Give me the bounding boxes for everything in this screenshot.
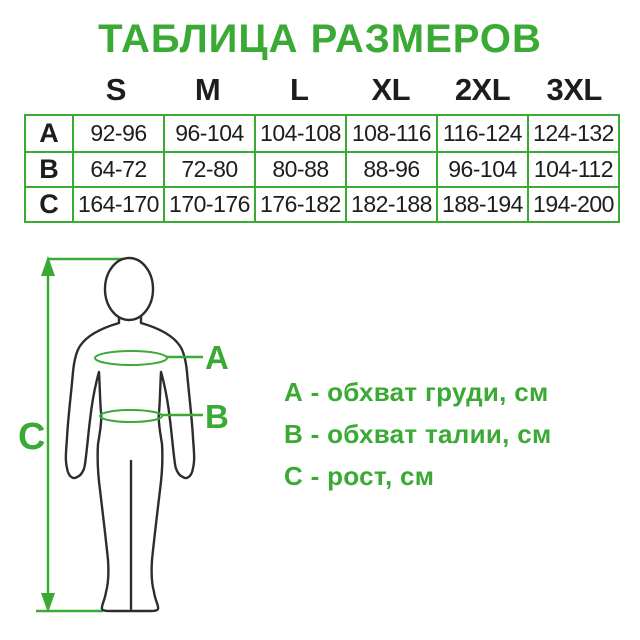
col-header-l: L (289, 72, 309, 107)
cell-c-l: 176-182 (254, 186, 345, 221)
marker-b-label: B (205, 398, 229, 435)
cell-a-l: 104-108 (254, 116, 345, 151)
cell-c-xl: 182-188 (345, 186, 436, 221)
size-table: A 92-96 96-104 104-108 108-116 116-124 1… (24, 114, 620, 223)
col-header-s: S (105, 72, 127, 107)
cell-b-xl: 88-96 (345, 151, 436, 186)
arrowhead-down-icon (41, 593, 55, 613)
cell-a-2xl: 116-124 (436, 116, 527, 151)
col-header-m: M (194, 72, 221, 107)
cell-b-3xl: 104-112 (527, 151, 618, 186)
cell-b-l: 80-88 (254, 151, 345, 186)
col-header-xl: XL (371, 72, 411, 107)
cell-c-3xl: 194-200 (527, 186, 618, 221)
row-label-b: B (26, 151, 72, 186)
arrowhead-up-icon (41, 256, 55, 276)
cell-b-2xl: 96-104 (436, 151, 527, 186)
row-label-c: C (26, 186, 72, 221)
cell-b-m: 72-80 (163, 151, 254, 186)
legend-item-c: С - рост, см (284, 461, 435, 491)
col-header-2xl: 2XL (454, 72, 511, 107)
body-measurement-diagram: A B C (18, 256, 229, 613)
cell-a-s: 92-96 (72, 116, 163, 151)
marker-c-label: C (18, 416, 45, 458)
legend-item-a: А - обхват груди, см (284, 377, 549, 407)
figure-head (103, 256, 155, 322)
cell-a-m: 96-104 (163, 116, 254, 151)
page-title: ТАБЛИЦА РАЗМЕРОВ (98, 17, 542, 61)
size-column-headers: S M L XL 2XL 3XL (24, 70, 620, 110)
cell-a-3xl: 124-132 (527, 116, 618, 151)
col-header-3xl: 3XL (546, 72, 602, 107)
cell-b-s: 64-72 (72, 151, 163, 186)
legend-item-b: В - обхват талии, см (284, 419, 552, 449)
cell-c-s: 164-170 (72, 186, 163, 221)
measurement-legend: А - обхват груди, см В - обхват талии, с… (284, 371, 552, 497)
cell-c-m: 170-176 (163, 186, 254, 221)
cell-c-2xl: 188-194 (436, 186, 527, 221)
row-label-a: A (39, 118, 59, 148)
marker-a-label: A (205, 339, 229, 376)
cell-a-xl: 108-116 (345, 116, 436, 151)
